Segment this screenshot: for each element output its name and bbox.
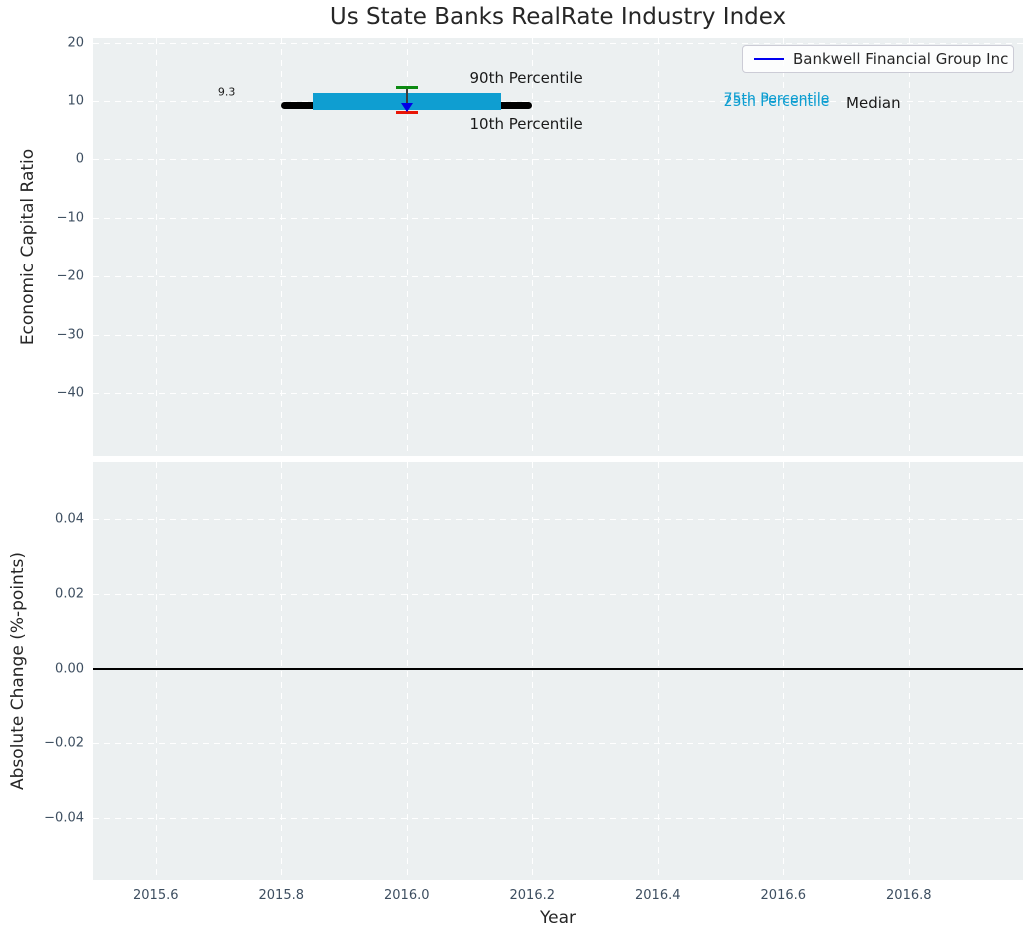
x-tick-label: 2016.4 (635, 888, 681, 903)
top-axes: Bankwell Financial Group Inc 20 10 0 −10 −20… (57, 35, 1023, 456)
y-tick-label: −20 (56, 268, 84, 284)
y-tick-label: 10 (67, 93, 84, 109)
gridline-v (657, 38, 659, 456)
gridline-h (93, 42, 1023, 44)
x-tick-label: 2016.6 (760, 888, 807, 903)
y-tick-label: −0.04 (44, 810, 84, 826)
gridline-v (406, 462, 408, 880)
y-tick-label: −30 (56, 327, 84, 343)
zero-line (93, 667, 1023, 670)
bottom-y-axis-label: Absolute Change (%-points) (8, 552, 28, 790)
gridline-v (155, 38, 157, 456)
gridline-h (93, 593, 1023, 595)
y-tick-label: −10 (56, 210, 84, 226)
x-tick-label: 2016.8 (886, 888, 932, 903)
x-tick-label: 2015.8 (258, 888, 305, 903)
annotation-90th-percentile: 90th Percentile (469, 69, 583, 88)
gridline-h (93, 518, 1023, 520)
legend-label: Bankwell Financial Group Inc (793, 50, 1009, 68)
gridline-v (406, 38, 408, 456)
annotation-median: Median (846, 93, 901, 112)
gridline-v (657, 462, 659, 880)
gridline-h (93, 276, 1023, 278)
gridline-h (93, 159, 1023, 161)
gridline-h (93, 334, 1023, 336)
gridline-h (93, 392, 1023, 394)
gridline-h (93, 217, 1023, 219)
gridline-v (783, 462, 785, 880)
gridline-v (281, 462, 283, 880)
gridline-v (155, 462, 157, 880)
gridline-v (532, 38, 534, 456)
y-tick-label: 0.00 (55, 661, 84, 677)
gridline-h (93, 818, 1023, 820)
gridline-v (783, 38, 785, 456)
top-y-axis-label: Economic Capital Ratio (18, 148, 38, 346)
gridline-v (281, 38, 283, 456)
x-axis-label: Year (540, 908, 576, 928)
y-tick-label: −0.02 (44, 735, 84, 751)
annotation-9-3: 9.3 (217, 85, 236, 99)
gridline-v (908, 38, 910, 456)
whisker-line (406, 87, 408, 113)
whisker-cap-10th (395, 111, 418, 115)
x-tick-label: 2016.0 (384, 888, 430, 903)
bottom-axes: 0.04 0.02 0.00 −0.02 −0.04 2015.6 2015.8 2016.0… (44, 462, 1023, 903)
x-tick-label: 2015.6 (133, 888, 179, 903)
gridline-h (93, 743, 1023, 745)
y-tick-label: −40 (56, 385, 84, 401)
x-tick-label: 2016.2 (509, 888, 556, 903)
y-tick-label: 0 (75, 151, 84, 167)
annotation-25th-percentile: 25th Percentile (723, 93, 830, 110)
y-tick-label: 0.02 (55, 586, 84, 602)
gridline-h (93, 101, 1023, 103)
chart-title: Us State Banks RealRate Industry Index (329, 4, 787, 30)
y-tick-label: 20 (67, 35, 84, 51)
annotation-10th-percentile: 10th Percentile (469, 114, 583, 133)
whisker-cap-90th (395, 86, 418, 90)
gridline-v (532, 462, 534, 880)
annotation-75th-percentile: 75th Percentile (723, 91, 830, 108)
legend-line-sample (754, 57, 784, 61)
y-tick-label: 0.04 (55, 511, 84, 527)
gridline-v (908, 462, 910, 880)
company-marker (400, 102, 413, 112)
legend: Bankwell Financial Group Inc (742, 45, 1014, 73)
